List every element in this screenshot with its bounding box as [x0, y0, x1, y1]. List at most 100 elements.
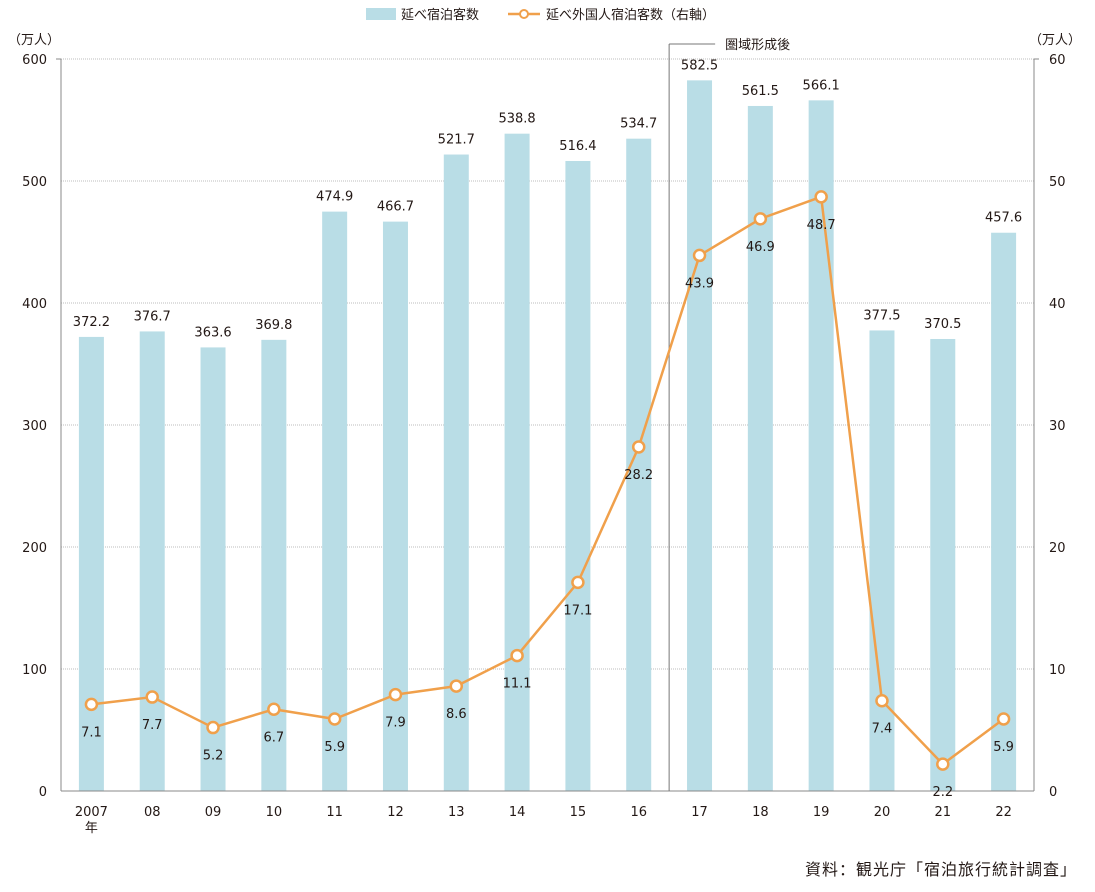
bar: [991, 232, 1017, 791]
line-value-label: 28.2: [624, 468, 653, 483]
x-tick-label: 14: [509, 805, 526, 820]
bar: [687, 80, 713, 792]
line-value-label: 7.7: [142, 718, 163, 733]
line-point: [753, 212, 768, 226]
bar: [504, 133, 530, 791]
legend-bar-swatch: [366, 8, 396, 20]
line-point: [996, 712, 1011, 726]
line-point: [267, 702, 281, 717]
bar-value-label: 457.6: [985, 211, 1022, 226]
bar-series: [78, 80, 1017, 792]
line-point: [388, 687, 403, 702]
line-value-label: 43.9: [685, 276, 714, 291]
left-tick-label: 300: [22, 419, 47, 434]
bar-value-label: 474.9: [316, 190, 353, 205]
bar: [930, 338, 956, 791]
bar: [139, 331, 165, 791]
right-tick-label: 60: [1049, 53, 1066, 68]
line-value-label: 46.9: [746, 240, 775, 255]
right-tick-label: 10: [1049, 663, 1066, 678]
x-tick-label: 2007: [75, 805, 108, 820]
legend-bar-label: 延べ宿泊客数: [401, 7, 479, 23]
bar-value-label: 370.5: [924, 317, 961, 332]
bar-value-label: 521.7: [438, 133, 475, 148]
source-note: 資料：観光庁「宿泊旅行統計調査」: [804, 860, 1077, 879]
bar-value-labels: 372.2 376.7 363.6 369.8 474.9 466.7 521.7 538.8…: [73, 58, 1022, 340]
right-axis-unit: （万人）: [1029, 33, 1081, 48]
line-value-label: 5.2: [203, 749, 224, 764]
bar: [322, 211, 348, 791]
bar-value-label: 369.8: [255, 318, 292, 333]
x-tick-label: 16: [630, 805, 647, 820]
line-value-label: 2.2: [932, 785, 953, 800]
right-tick-label: 50: [1049, 175, 1066, 190]
legend: 延べ宿泊客数 延べ外国人宿泊客数（右軸）: [366, 7, 715, 23]
line-value-label: 5.9: [324, 740, 345, 755]
x-tick-label: 15: [570, 805, 587, 820]
right-tick-labels: 0 10 20 30 40 50 60: [1049, 53, 1066, 800]
left-axis-unit: （万人）: [8, 33, 60, 48]
x-tick-label: 22: [995, 805, 1012, 820]
axes: [56, 58, 1039, 792]
line-value-label: 48.7: [807, 218, 836, 233]
x-tick-label: 10: [266, 805, 283, 820]
line-point: [814, 190, 828, 204]
bar-value-label: 363.6: [194, 325, 231, 340]
line-value-labels: 7.1 7.7 5.2 6.7 5.9 7.9 8.6 11.1 17.1 28.2 43.9 46.…: [81, 218, 1014, 800]
right-tick-label: 30: [1049, 419, 1066, 434]
line-value-label: 8.6: [446, 707, 467, 722]
x-tick-label: 21: [935, 805, 952, 820]
bar: [261, 339, 287, 791]
x-tick-label: 12: [387, 805, 404, 820]
line-point: [327, 712, 342, 726]
line-point: [206, 720, 220, 735]
bar: [747, 105, 773, 792]
line-point: [692, 248, 707, 263]
bar-value-label: 376.7: [134, 309, 171, 324]
line-value-label: 7.4: [872, 722, 893, 737]
bar-value-label: 566.1: [803, 78, 840, 93]
line-point: [145, 690, 159, 704]
bar-value-label: 516.4: [559, 139, 596, 154]
line-point: [449, 679, 464, 693]
line-value-label: 7.1: [81, 725, 102, 740]
x-tick-label: 08: [144, 805, 161, 820]
line-value-label: 5.9: [993, 740, 1014, 755]
x-tick-labels: 2007 08 09 10 11 12 13 14 15 16 17 18 19 20 21 22 年: [75, 805, 1012, 836]
x-tick-label: 13: [448, 805, 465, 820]
bar: [808, 100, 834, 791]
annotation-label: 圏域形成後: [725, 38, 790, 53]
line-series: [84, 190, 1011, 771]
line-value-label: 6.7: [264, 730, 285, 745]
bar-value-label: 377.5: [863, 308, 900, 323]
x-tick-suffix: 年: [85, 821, 98, 836]
line-value-label: 7.9: [385, 716, 406, 731]
line-value-label: 11.1: [503, 677, 532, 692]
legend-line-label: 延べ外国人宿泊客数（右軸）: [546, 7, 715, 23]
line-point: [631, 440, 646, 454]
x-tick-label: 19: [813, 805, 830, 820]
bar-value-label: 561.5: [742, 84, 779, 99]
x-tick-label: 20: [874, 805, 891, 820]
right-tick-label: 0: [1049, 785, 1057, 800]
left-tick-label: 0: [39, 785, 47, 800]
bar: [443, 154, 469, 791]
bar: [200, 347, 226, 791]
bar-value-label: 466.7: [377, 200, 414, 215]
left-tick-label: 100: [22, 663, 47, 678]
left-tick-labels: 0 100 200 300 400 500 600: [22, 53, 47, 800]
bar-value-label: 534.7: [620, 117, 657, 132]
left-tick-label: 600: [22, 53, 47, 68]
line-path: [91, 195, 1005, 766]
bar: [78, 336, 104, 791]
left-tick-label: 400: [22, 297, 47, 312]
line-point: [84, 697, 99, 712]
bar: [565, 160, 591, 791]
left-tick-label: 200: [22, 541, 47, 556]
line-point: [571, 575, 585, 590]
x-tick-label: 09: [205, 805, 222, 820]
legend-line-marker: [519, 9, 529, 19]
right-tick-label: 20: [1049, 541, 1066, 556]
bar: [869, 330, 895, 791]
